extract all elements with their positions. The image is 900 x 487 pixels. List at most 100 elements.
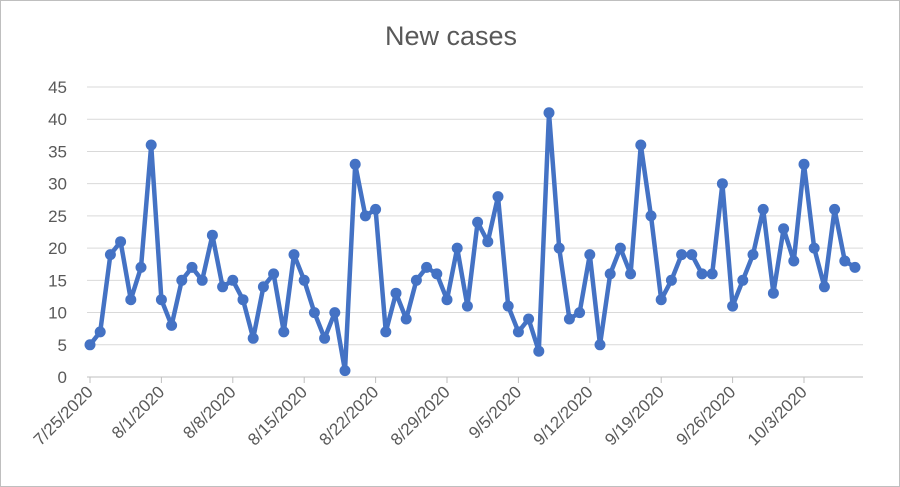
data-point <box>543 107 555 119</box>
data-point <box>431 268 443 280</box>
data-point <box>319 332 331 344</box>
y-tick-label: 30 <box>48 175 67 194</box>
x-tick-label: 8/8/2020 <box>179 382 239 442</box>
data-point <box>329 307 341 319</box>
data-point <box>145 139 157 151</box>
data-point <box>94 326 106 338</box>
y-tick-label: 35 <box>48 142 67 161</box>
data-point <box>676 249 688 261</box>
x-tick-label: 8/1/2020 <box>108 382 168 442</box>
x-tick-label: 9/12/2020 <box>530 382 597 449</box>
data-point <box>635 139 647 151</box>
x-tick-label: 8/22/2020 <box>316 382 383 449</box>
data-point <box>502 300 514 312</box>
data-point <box>788 255 800 267</box>
data-point <box>135 261 147 273</box>
data-point <box>839 255 851 267</box>
data-point <box>472 216 484 228</box>
data-point <box>359 210 371 222</box>
data-point <box>400 313 412 325</box>
data-point <box>655 294 667 306</box>
data-point <box>818 281 830 293</box>
data-point <box>288 249 300 261</box>
x-tick-label: 8/29/2020 <box>387 382 454 449</box>
data-point <box>727 300 739 312</box>
data-point <box>482 236 494 248</box>
data-point <box>84 339 96 351</box>
data-point <box>461 300 473 312</box>
y-tick-label: 5 <box>58 336 67 355</box>
y-tick-label: 20 <box>48 239 67 258</box>
data-point <box>849 261 861 273</box>
data-point <box>594 339 606 351</box>
chart-title: New cases <box>384 21 518 51</box>
data-point <box>512 326 524 338</box>
data-point <box>186 261 198 273</box>
data-point <box>737 274 749 286</box>
data-point <box>125 294 137 306</box>
data-point <box>757 203 769 215</box>
data-point <box>645 210 657 222</box>
data-point <box>778 223 790 235</box>
x-tick-label: 9/5/2020 <box>465 382 525 442</box>
data-point <box>155 294 167 306</box>
x-tick-label: 8/15/2020 <box>244 382 311 449</box>
data-point <box>604 268 616 280</box>
data-point <box>808 242 820 254</box>
data-point <box>115 236 127 248</box>
data-point <box>686 249 698 261</box>
x-tick-label: 10/3/2020 <box>744 382 811 449</box>
data-point <box>390 287 402 299</box>
data-point <box>451 242 463 254</box>
data-point <box>237 294 249 306</box>
y-tick-label: 40 <box>48 110 67 129</box>
y-tick-label: 45 <box>48 78 67 97</box>
data-point <box>278 326 290 338</box>
x-tick-label: 9/26/2020 <box>673 382 740 449</box>
x-tick-label: 7/25/2020 <box>30 382 97 449</box>
data-point <box>410 274 422 286</box>
series-line <box>87 110 858 373</box>
data-point <box>767 287 779 299</box>
data-point <box>798 158 810 170</box>
data-point <box>574 307 586 319</box>
data-point <box>523 313 535 325</box>
y-tick-label: 0 <box>58 368 67 387</box>
data-point <box>308 307 320 319</box>
data-point <box>196 274 208 286</box>
data-point <box>339 365 351 377</box>
data-point <box>614 242 626 254</box>
data-point <box>696 268 708 280</box>
data-point <box>257 281 269 293</box>
data-point <box>268 268 280 280</box>
data-point <box>665 274 677 286</box>
data-point <box>217 281 229 293</box>
data-point <box>492 191 504 203</box>
data-point <box>563 313 575 325</box>
data-point <box>421 261 433 273</box>
y-tick-label: 25 <box>48 207 67 226</box>
data-point <box>206 229 218 241</box>
data-point <box>625 268 637 280</box>
data-point <box>380 326 392 338</box>
data-point <box>176 274 188 286</box>
data-point <box>747 249 759 261</box>
data-point <box>533 345 545 357</box>
data-point <box>706 268 718 280</box>
data-point <box>298 274 310 286</box>
data-point <box>166 319 178 331</box>
data-point <box>349 158 361 170</box>
data-point <box>247 332 259 344</box>
data-point <box>829 203 841 215</box>
y-tick-label: 10 <box>48 304 67 323</box>
data-point <box>370 203 382 215</box>
y-tick-label: 15 <box>48 271 67 290</box>
x-tick-label: 9/19/2020 <box>601 382 668 449</box>
data-point <box>716 178 728 190</box>
data-point <box>553 242 565 254</box>
data-point <box>441 294 453 306</box>
data-point <box>227 274 239 286</box>
data-point <box>584 249 596 261</box>
